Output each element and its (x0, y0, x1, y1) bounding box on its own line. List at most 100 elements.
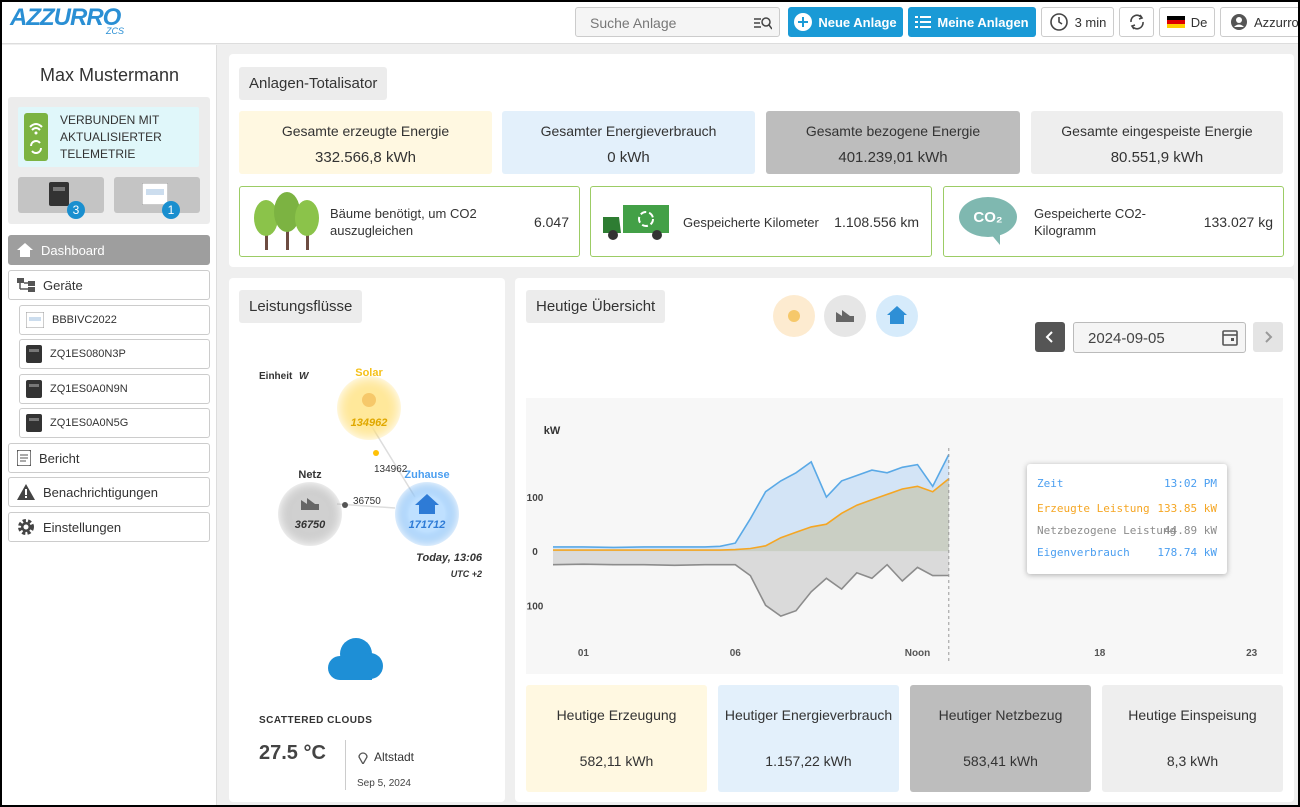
location-icon (358, 752, 368, 764)
nav-dashboard[interactable]: Dashboard (8, 235, 210, 265)
summary-label: Heutiger Netzbezug (938, 707, 1063, 723)
temperature: 27.5 °C (259, 742, 326, 764)
y-tick-label: 100 (527, 601, 544, 612)
nav-report[interactable]: Bericht (8, 443, 210, 473)
grid-label: Netz (298, 469, 322, 481)
device-item[interactable]: BBBIVC2022 (19, 305, 210, 335)
device-item[interactable]: ZQ1ES0A0N5G (19, 408, 210, 438)
stat-label: Gesamte bezogene Energie (805, 123, 981, 139)
flow-dot (342, 502, 348, 508)
solar-home-flow: 134962 (374, 464, 408, 475)
stat-label: Gesamter Energieverbrauch (540, 123, 717, 139)
timezone: UTC +2 (451, 569, 482, 579)
eco-card: Bäume benötigt, um CO2 auszugleichen 6.0… (239, 186, 580, 257)
cloud-icon (328, 638, 383, 680)
stat-value: 332.566,8 kWh (315, 149, 416, 166)
eco-value: 133.027 kg (1203, 214, 1273, 230)
divider (345, 740, 346, 790)
stat-card: Gesamte erzeugte Energie 332.566,8 kWh (239, 111, 492, 174)
device-item[interactable]: ZQ1ES0A0N9N (19, 374, 210, 404)
sun-icon (362, 393, 376, 407)
meter-device-icon (26, 312, 44, 328)
flag-icon (1166, 16, 1185, 28)
logo[interactable]: AZZURRO ZCS (10, 4, 130, 38)
summary-label: Heutiger Energieverbrauch (724, 707, 893, 723)
chevron-right (1265, 331, 1273, 343)
inverter-device-icon (26, 380, 42, 398)
sync-button[interactable] (1119, 7, 1154, 37)
tooltip-time: 13:02 PM (1164, 477, 1217, 490)
previous-day-button[interactable] (1035, 322, 1065, 352)
user-label: Azzurro (1254, 14, 1299, 30)
connection-status-text: VERBUNDEN MIT AKTUALISIERTER TELEMETRIE (60, 113, 162, 161)
tooltip-label: Netzbezogene Leistung (1037, 524, 1177, 537)
section-title: Leistungsflüsse (239, 290, 363, 323)
timestamp: Today, 13:06 (416, 552, 483, 564)
nav-settings[interactable]: Einstellungen (8, 512, 210, 542)
language-button[interactable]: De (1159, 7, 1215, 37)
x-tick-label: 01 (578, 648, 590, 659)
status-panel: VERBUNDEN MIT AKTUALISIERTER TELEMETRIE … (8, 97, 210, 224)
tooltip-label: Erzeugte Leistung (1037, 502, 1150, 515)
inverter-count-badge: 3 (67, 201, 85, 219)
chart-tooltip: Zeit 13:02 PM Erzeugte Leistung 133.85 k… (1027, 464, 1227, 574)
plus-icon (794, 13, 813, 31)
header: AZZURRO ZCS Suche Anlage Neue Anlage Mei… (2, 2, 1299, 44)
inverters-button[interactable]: 3 (18, 177, 104, 219)
my-plants-button[interactable]: Meine Anlagen (908, 7, 1036, 37)
nav-label: Einstellungen (43, 519, 122, 535)
truck-icon (603, 205, 669, 240)
x-tick-label: Noon (905, 648, 931, 659)
language-label: De (1190, 14, 1208, 30)
home-icon (17, 243, 33, 257)
unit-value: W (299, 371, 310, 382)
new-plant-button[interactable]: Neue Anlage (788, 7, 903, 37)
meter-count-badge: 1 (162, 201, 180, 219)
stat-card: Gesamter Energieverbrauch 0 kWh (502, 111, 755, 174)
x-tick-label: 18 (1094, 648, 1106, 659)
svg-text:CO₂: CO₂ (973, 209, 1002, 226)
search-icon (754, 17, 772, 30)
list-icon (915, 16, 932, 28)
user-button[interactable]: Azzurro (1220, 7, 1299, 37)
co2-icon: CO₂ (959, 197, 1017, 245)
nav-label: Geräte (43, 277, 83, 293)
user-name: Max Mustermann (39, 65, 180, 85)
date-value: 2024-09-05 (1088, 330, 1165, 347)
y-axis-label: kW (544, 425, 561, 437)
stat-value: 401.239,01 kWh (838, 149, 948, 166)
refresh-interval-button[interactable]: 3 min (1041, 7, 1114, 37)
tooltip-value: 133.85 kW (1157, 502, 1217, 515)
search-placeholder: Suche Anlage (590, 15, 677, 31)
solar-node (337, 376, 401, 440)
search-box[interactable]: Suche Anlage (575, 7, 780, 37)
grid-home-flow: 36750 (353, 496, 381, 507)
eco-label: Gespeicherte CO2-Kilogramm (1034, 206, 1146, 238)
meters-button[interactable]: 1 (114, 177, 200, 219)
power-flow-diagram: Einheit W Solar 134962 Netz 36750 Zuhaus… (259, 367, 483, 579)
nav-notifications[interactable]: Benachrichtigungen (8, 477, 210, 507)
new-plant-label: Neue Anlage (818, 14, 897, 30)
summary-value: 582,11 kWh (579, 753, 654, 769)
weather-date: Sep 5, 2024 (357, 778, 411, 789)
my-plants-label: Meine Anlagen (937, 14, 1029, 30)
device-item[interactable]: ZQ1ES080N3P (19, 339, 210, 369)
next-day-button[interactable] (1253, 322, 1283, 352)
nav-label: Benachrichtigungen (43, 484, 158, 500)
eco-value: 6.047 (533, 214, 569, 230)
inverter-device-icon (26, 345, 42, 363)
tooltip-value: 178.74 kW (1157, 546, 1217, 559)
x-tick-label: 06 (730, 648, 742, 659)
power-flow-card (229, 278, 505, 802)
nav-devices[interactable]: Geräte (8, 270, 210, 300)
date-input[interactable]: 2024-09-05 (1073, 322, 1246, 353)
location: Altstadt (374, 750, 415, 764)
stat-value: 0 kWh (607, 149, 650, 166)
calendar-icon (1222, 330, 1238, 346)
house-icon (415, 494, 439, 514)
source-filters (773, 295, 918, 337)
x-tick-label: 23 (1246, 648, 1258, 659)
report-icon (17, 450, 31, 466)
summary-card: Heutige Erzeugung 582,11 kWh (526, 685, 707, 792)
